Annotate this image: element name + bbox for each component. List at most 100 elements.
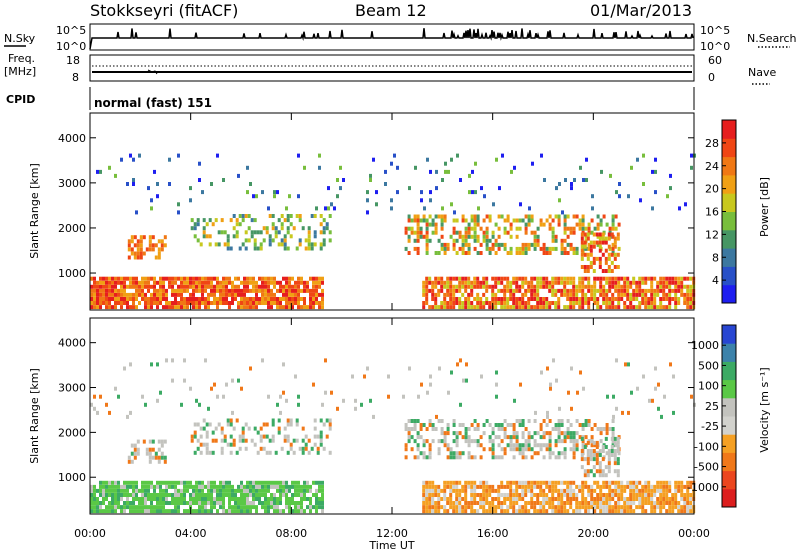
power-cell [446,284,450,289]
power-cell [524,214,528,219]
power-cell [531,161,534,166]
power-cell [225,292,228,297]
velocity-cell [563,435,567,440]
velocity-cell [315,493,318,497]
velocity-cell [205,450,209,455]
velocity-cell [500,439,504,444]
velocity-cell [518,451,522,456]
velocity-cell [165,497,168,501]
power-cell [677,280,681,285]
velocity-cell [114,493,117,497]
power-cell [591,194,594,199]
velocity-cell [297,509,300,514]
velocity-cell [583,473,587,478]
power-cell [587,222,591,227]
power-cell [213,284,216,289]
power-cell [563,226,567,231]
power-cell [193,226,197,231]
power-cell [626,297,630,301]
power-cell [156,288,159,293]
velocity-cell [663,394,666,399]
power-cell [198,161,201,166]
velocity-cell [539,427,543,431]
power-cell [165,292,168,297]
velocity-cell [632,501,636,505]
power-cell [494,276,498,281]
power-cell [674,297,678,301]
power-cell [168,301,171,305]
velocity-cell [211,450,215,455]
velocity-cell [286,422,290,427]
power-cell [650,301,654,305]
velocity-cell [93,394,96,399]
velocity-cell [446,497,450,501]
velocity-cell [578,488,582,493]
velocity-cell [491,439,495,444]
velocity-cell [485,501,489,505]
power-cell [165,288,168,293]
power-cell [521,284,525,289]
velocity-cell [572,447,576,452]
velocity-cell [494,435,498,440]
velocity-cell [578,505,582,510]
velocity-cell [557,501,561,505]
velocity-cell [683,484,687,489]
power-cell [223,230,227,235]
velocity-cell [557,427,561,431]
power-cell [598,248,602,253]
power-cell [686,284,690,289]
velocity-cell [524,505,528,510]
velocity-cell [515,480,519,485]
velocity-cell [662,497,666,501]
velocity-cell [593,501,597,505]
power-cell [315,206,318,211]
velocity-cell [599,427,603,431]
power-cell [120,292,123,297]
power-cell [581,292,585,297]
velocity-cell [518,484,522,489]
velocity-cell [283,438,287,443]
power-cell [282,297,285,301]
velocity-cell [599,493,603,497]
velocity-cell [205,434,209,439]
velocity-cell [132,509,135,514]
power-cell [592,240,596,245]
power-cell [240,305,243,310]
velocity-cell [518,447,522,452]
power-cell [126,292,129,297]
beam-title: Beam 12 [355,1,427,20]
power-cell [273,190,276,195]
velocity-cell [262,434,266,439]
velocity-cell [674,497,678,501]
power-cell [114,276,117,281]
velocity-cell [459,402,462,407]
velocity-cell [527,435,531,440]
power-cell [153,301,156,305]
power-cell [186,301,189,305]
power-cell [563,251,567,255]
velocity-cell [470,505,474,510]
velocity-cell [601,445,605,449]
power-cell [138,284,141,289]
velocity-cell [572,480,576,485]
velocity-cell [473,493,477,497]
velocity-cell [111,488,114,493]
power-cell [90,297,93,301]
velocity-cell [620,497,624,501]
velocity-cell [437,509,441,514]
power-cell [629,305,633,310]
power-cell [524,276,528,281]
colorbar-segment [722,138,736,158]
velocity-cell [210,505,213,510]
velocity-cell [437,497,441,501]
velocity-cell [686,497,690,501]
power-cell [566,226,570,231]
velocity-cell [509,443,513,448]
velocity-cell [136,451,140,456]
velocity-cell [584,501,588,505]
velocity-cell [183,497,186,501]
power-cell [656,292,660,297]
power-cell [204,301,207,305]
velocity-cell [554,509,558,514]
velocity-cell [554,423,558,427]
